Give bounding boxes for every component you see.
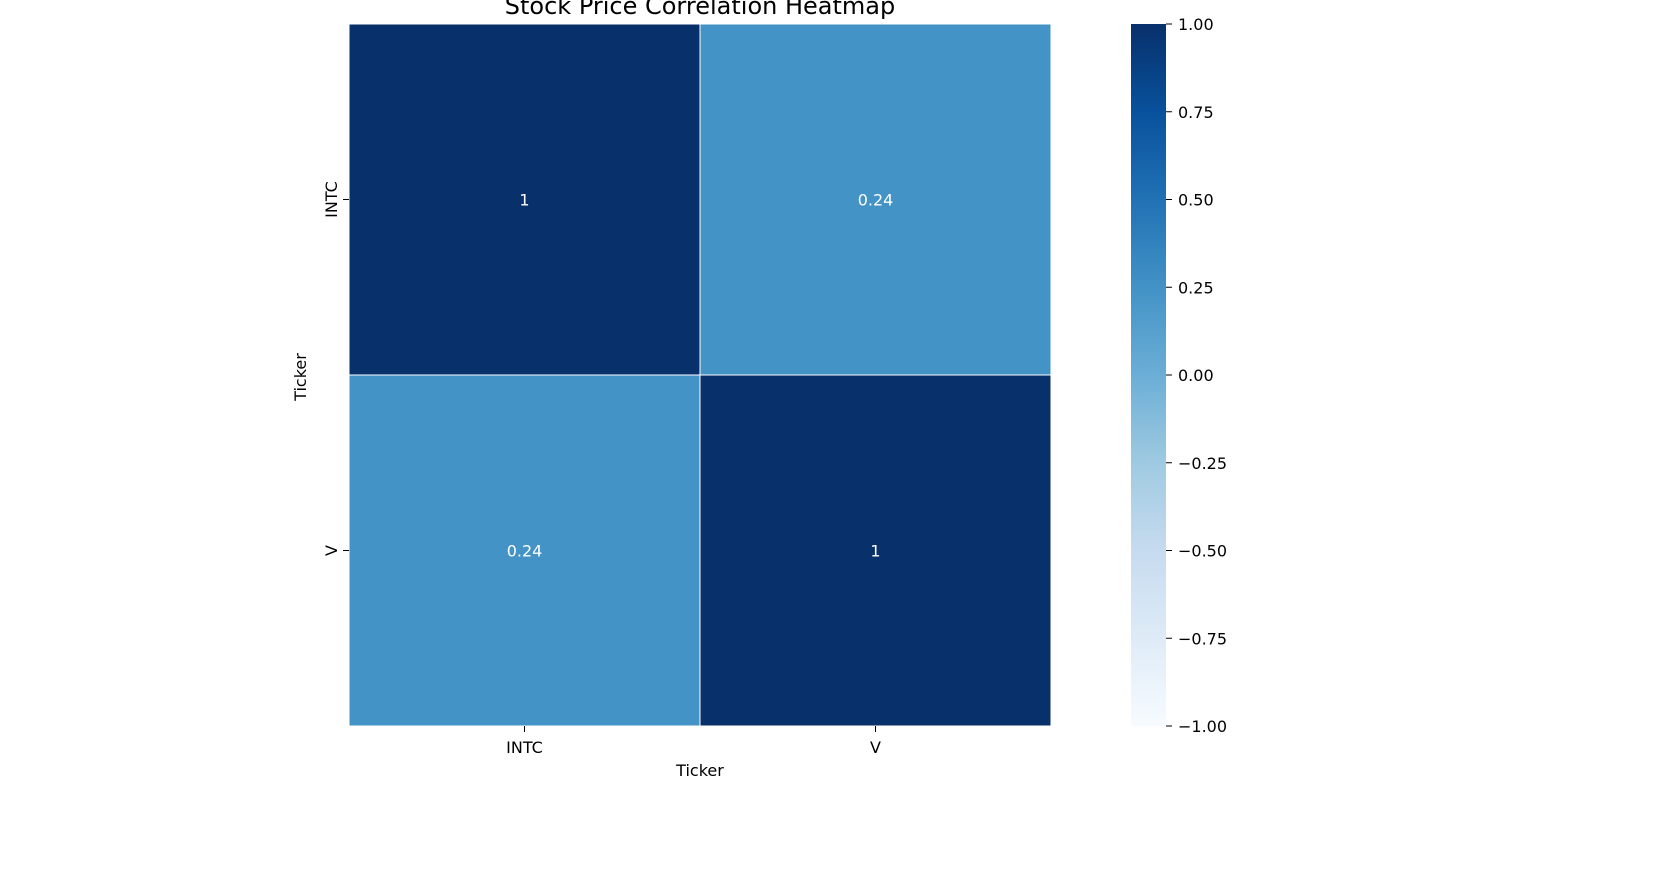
x-axis-label: Ticker bbox=[675, 761, 724, 780]
colorbar-tick-label: −1.00 bbox=[1178, 717, 1227, 736]
y-tick-label: V bbox=[322, 545, 341, 556]
colorbar-tick-label: 0.50 bbox=[1178, 191, 1214, 210]
heatmap-cell bbox=[348, 374, 701, 727]
y-axis-ticks: INTC V bbox=[322, 181, 349, 556]
y-tick-label: INTC bbox=[322, 181, 341, 218]
heatmap-cell bbox=[348, 23, 701, 376]
x-axis-ticks: INTC V bbox=[506, 726, 881, 757]
colorbar-tick-label: −0.25 bbox=[1178, 454, 1227, 473]
chart-title: Stock Price Correlation Heatmap bbox=[505, 0, 895, 20]
y-axis-label: Ticker bbox=[291, 353, 310, 402]
heatmap-cell bbox=[699, 23, 1052, 376]
colorbar-tick-label: 0.00 bbox=[1178, 366, 1214, 385]
heatmap-cell bbox=[699, 374, 1052, 727]
colorbar-tick-label: 0.25 bbox=[1178, 278, 1214, 297]
x-tick-label: INTC bbox=[506, 738, 543, 757]
colorbar-tick-label: −0.75 bbox=[1178, 629, 1227, 648]
colorbar-tick-label: −0.50 bbox=[1178, 542, 1227, 561]
cell-annotation: 1 bbox=[519, 191, 529, 210]
cell-annotation: 1 bbox=[870, 542, 880, 561]
x-tick-label: V bbox=[870, 738, 881, 757]
colorbar-tick-label: 1.00 bbox=[1178, 15, 1214, 34]
cell-annotation: 0.24 bbox=[858, 191, 894, 210]
heatmap-annotations: 1 0.24 0.24 1 bbox=[507, 191, 894, 561]
heatmap-cells bbox=[348, 23, 1052, 727]
colorbar-tick-label: 0.75 bbox=[1178, 103, 1214, 122]
cell-annotation: 0.24 bbox=[507, 542, 543, 561]
colorbar-ticks: 1.00 0.75 0.50 0.25 0.00 −0.25 −0.50 −0.75 −1.00 bbox=[1166, 15, 1227, 736]
colorbar bbox=[1131, 24, 1166, 726]
